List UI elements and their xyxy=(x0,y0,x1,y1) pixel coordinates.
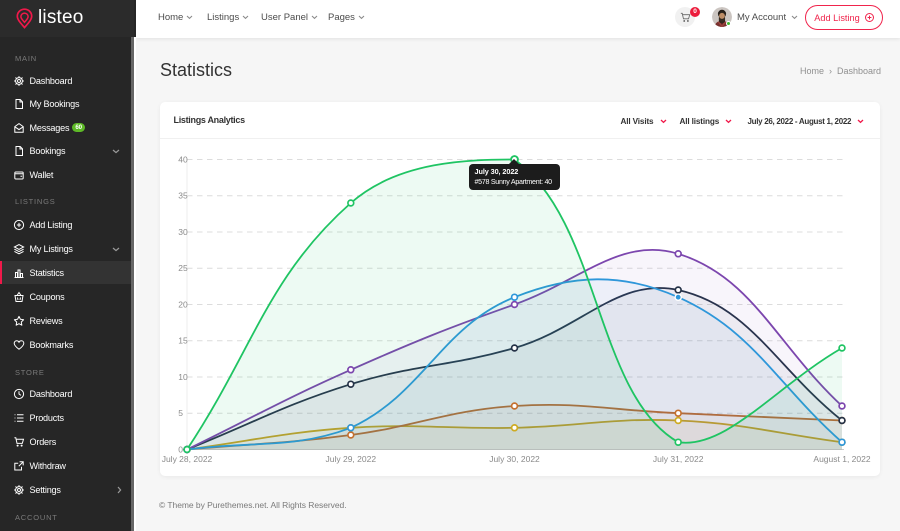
svg-text:July 31, 2022: July 31, 2022 xyxy=(652,454,703,464)
svg-text:25: 25 xyxy=(178,263,188,273)
svg-text:July 29, 2022: July 29, 2022 xyxy=(325,454,376,464)
svg-text:July 28, 2022: July 28, 2022 xyxy=(161,454,212,464)
svg-text:15: 15 xyxy=(178,336,188,346)
svg-text:40: 40 xyxy=(178,154,188,164)
svg-text:20: 20 xyxy=(178,299,188,309)
svg-text:30: 30 xyxy=(178,227,188,237)
svg-text:10: 10 xyxy=(178,372,188,382)
svg-text:35: 35 xyxy=(178,191,188,201)
svg-text:5: 5 xyxy=(178,408,183,418)
svg-text:July 30, 2022: July 30, 2022 xyxy=(489,454,540,464)
svg-text:August 1, 2022: August 1, 2022 xyxy=(813,454,870,464)
svg-text:0: 0 xyxy=(178,444,183,454)
